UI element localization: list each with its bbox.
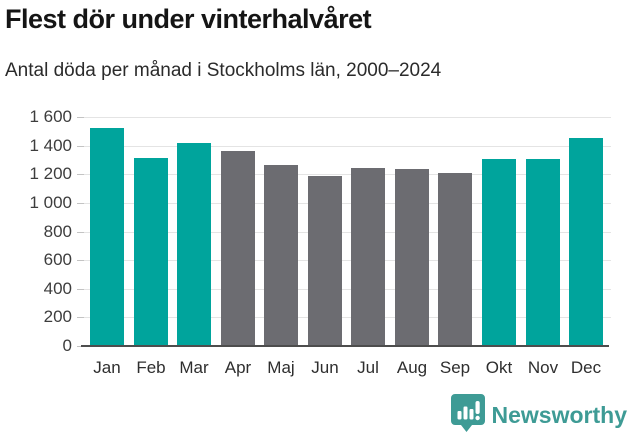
newsworthy-icon xyxy=(450,394,485,437)
newsworthy-logo[interactable]: Newsworthy xyxy=(450,394,627,437)
y-tick-label-1400: 1 400 xyxy=(29,136,72,155)
x-label-feb: Feb xyxy=(136,358,166,377)
bar-jan[interactable] xyxy=(90,128,124,346)
y-tick-label-0: 0 xyxy=(62,336,72,355)
x-label-sep: Sep xyxy=(439,358,471,377)
y-tick-label-1000: 1 000 xyxy=(29,193,72,212)
bar-maj[interactable] xyxy=(264,164,298,346)
bar-jul[interactable] xyxy=(351,167,385,346)
bar-dec[interactable] xyxy=(569,138,603,346)
bar-mar[interactable] xyxy=(177,143,211,346)
bar-feb[interactable] xyxy=(134,157,168,346)
gridline-800 xyxy=(84,232,611,233)
x-label-maj: Maj xyxy=(267,358,295,377)
gridline-1000 xyxy=(84,203,611,204)
y-tick-label-800: 800 xyxy=(43,222,72,241)
chart-subtitle: Antal döda per månad i Stockholms län, 2… xyxy=(5,60,442,81)
gridline-400 xyxy=(84,289,611,290)
gridline-600 xyxy=(84,260,611,261)
bar-aug[interactable] xyxy=(395,169,429,346)
gridline-1200 xyxy=(84,174,611,175)
bar-jun[interactable] xyxy=(308,175,342,346)
bar-apr[interactable] xyxy=(221,151,255,346)
x-axis-line xyxy=(81,345,609,347)
gridline-1600 xyxy=(84,117,611,118)
x-label-apr: Apr xyxy=(224,358,252,377)
x-label-jun: Jun xyxy=(311,358,339,377)
gridline-1400 xyxy=(84,146,611,147)
x-label-mar: Mar xyxy=(179,358,209,377)
y-tick-800 xyxy=(77,232,84,233)
y-tick-1200 xyxy=(77,174,84,175)
gridline-200 xyxy=(84,317,611,318)
y-tick-label-600: 600 xyxy=(43,250,72,269)
y-tick-1600 xyxy=(77,117,84,118)
x-label-jan: Jan xyxy=(93,358,121,377)
y-tick-600 xyxy=(77,260,84,261)
y-tick-400 xyxy=(77,289,84,290)
x-label-aug: Aug xyxy=(396,358,428,377)
x-label-jul: Jul xyxy=(357,358,379,377)
y-tick-0 xyxy=(77,346,84,347)
bar-sep[interactable] xyxy=(438,172,472,346)
y-tick-label-200: 200 xyxy=(43,307,72,326)
y-tick-label-1200: 1 200 xyxy=(29,164,72,183)
y-tick-1000 xyxy=(77,203,84,204)
y-tick-200 xyxy=(77,317,84,318)
y-tick-1400 xyxy=(77,146,84,147)
bar-okt[interactable] xyxy=(482,159,516,346)
y-tick-label-1600: 1 600 xyxy=(29,107,72,126)
x-label-dec: Dec xyxy=(570,358,602,377)
newsworthy-logo-text: Newsworthy xyxy=(491,402,627,428)
y-tick-label-400: 400 xyxy=(43,279,72,298)
x-label-okt: Okt xyxy=(485,358,513,377)
x-label-nov: Nov xyxy=(527,358,559,377)
bar-nov[interactable] xyxy=(526,159,560,346)
chart-title: Flest dör under vinterhalvåret xyxy=(5,4,372,34)
